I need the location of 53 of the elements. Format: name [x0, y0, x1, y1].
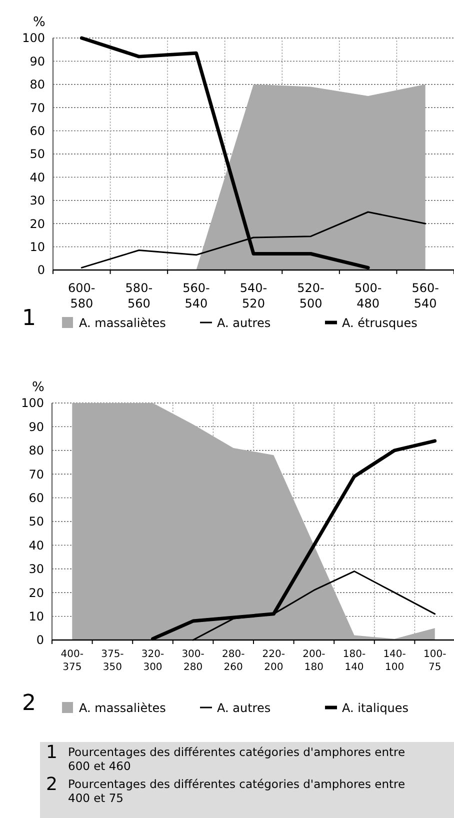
y-tick-label: 70	[30, 100, 45, 115]
x-tick-label: 180-140	[342, 649, 366, 673]
y-tick-label: 90	[30, 54, 45, 68]
x-tick-label: 375-350	[101, 649, 124, 673]
legend-label: A. étrusques	[342, 316, 418, 330]
y-tick-label: 100	[21, 396, 44, 410]
y-tick-label: 60	[28, 491, 44, 505]
x-tick-label: 560-540	[182, 281, 210, 311]
y-axis-title: %	[32, 380, 44, 395]
text: 1	[22, 306, 36, 331]
y-tick-label: 40	[28, 538, 44, 552]
y-tick-label: 20	[28, 586, 44, 600]
y-tick-label: 80	[30, 78, 45, 92]
legend-label: A. autres	[217, 316, 271, 330]
y-tick-label: 100	[22, 31, 45, 46]
x-tick-label: 300-280	[182, 649, 205, 673]
x-tick-label: 100-75	[424, 649, 447, 673]
legend-label: A. autres	[217, 701, 271, 715]
x-tick-label: 540-520	[240, 281, 268, 311]
y-tick-label: 60	[30, 124, 45, 138]
x-tick-label: 600-580	[68, 281, 96, 311]
chart-title: 2	[46, 774, 58, 795]
x-tick-label: 500-480	[354, 281, 382, 311]
y-tick-label: 80	[28, 444, 44, 458]
x-tick-label: 140-100	[383, 649, 406, 673]
y-tick-label: 10	[28, 610, 44, 624]
legend-label: A. massaliètes	[79, 701, 166, 715]
y-tick-label: 30	[28, 562, 44, 576]
y-tick-label: 90	[28, 420, 44, 434]
x-tick-label: 200-180	[302, 649, 326, 673]
x-tick-label: 220-200	[262, 649, 286, 673]
y-tick-label: 70	[28, 467, 44, 482]
x-tick-label: 520-500	[297, 281, 324, 311]
text: 2	[22, 691, 36, 716]
y-axis-title: %	[33, 15, 46, 30]
x-tick-label: 280-260	[222, 649, 246, 673]
y-tick-label: 10	[30, 240, 45, 254]
legend-label: A. massaliètes	[79, 316, 166, 330]
y-tick-label: 40	[30, 170, 45, 184]
x-tick-label: 400-375	[60, 649, 84, 673]
y-tick-label: 20	[30, 216, 45, 231]
text: Pourcentages des différentes catégories d'amphores entre 600 et 460	[68, 745, 406, 773]
x-tick-label: 560-540	[412, 281, 439, 311]
legend-label: A. italiques	[342, 701, 409, 715]
y-tick-label: 50	[28, 514, 44, 529]
text: Pourcentages des différentes catégories d'amphores entre 400 et 75	[68, 777, 406, 805]
y-tick-label: 0	[37, 263, 45, 278]
y-tick-label: 50	[30, 147, 45, 162]
y-tick-label: 0	[36, 633, 44, 648]
y-tick-label: 30	[30, 194, 45, 208]
chart-title: 1	[46, 742, 58, 763]
x-tick-label: 580-560	[125, 281, 153, 311]
x-tick-label: 320-300	[141, 649, 164, 673]
